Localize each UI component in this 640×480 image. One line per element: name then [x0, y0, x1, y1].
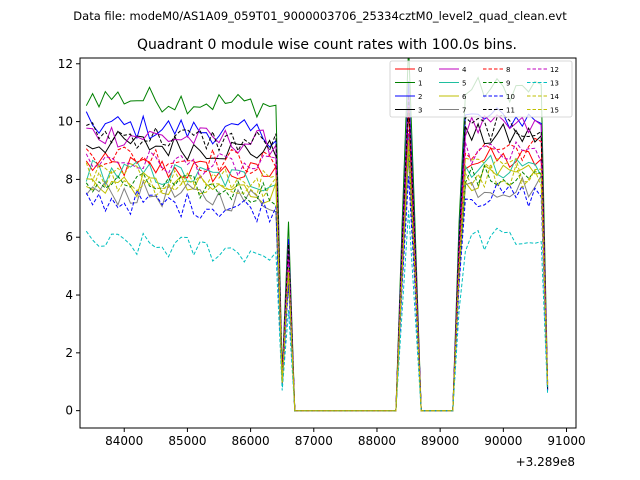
legend-label-13: 13: [550, 80, 559, 88]
x-tick-label: 91000: [547, 434, 585, 448]
legend-label-15: 15: [550, 107, 559, 115]
legend-label-8: 8: [506, 66, 510, 74]
x-tick-label: 87000: [295, 434, 333, 448]
series-line-12: [85, 129, 549, 412]
legend-label-11: 11: [506, 107, 515, 115]
x-tick-label: 89000: [421, 434, 459, 448]
legend-label-2: 2: [418, 93, 422, 101]
legend-label-3: 3: [418, 107, 422, 115]
y-tick-label: 8: [65, 172, 73, 186]
legend-label-12: 12: [550, 66, 559, 74]
y-axis: 0 2 4 6 8 10 12: [58, 57, 80, 418]
x-offset-label: +3.289e8: [516, 455, 575, 469]
series-line-14: [85, 139, 549, 412]
legend-box: [389, 60, 573, 118]
y-tick-label: 6: [65, 230, 73, 244]
legend-label-10: 10: [506, 93, 515, 101]
y-tick-label: 10: [58, 115, 73, 129]
y-tick-label: 0: [65, 404, 73, 418]
x-tick-label: 90000: [484, 434, 522, 448]
figure-suptitle: Data file: modeM0/AS1A09_059T01_90000037…: [73, 9, 567, 23]
y-tick-label: 12: [58, 57, 73, 71]
y-tick-label: 2: [65, 346, 73, 360]
legend-label-7: 7: [462, 107, 466, 115]
legend-label-4: 4: [462, 66, 467, 74]
plot-area: [85, 58, 549, 412]
legend-label-14: 14: [550, 93, 559, 101]
legend-label-1: 1: [418, 80, 422, 88]
chart-title: Quadrant 0 module wise count rates with …: [137, 37, 517, 53]
axes-frame: [79, 57, 577, 429]
series-line-15: [86, 144, 549, 412]
legend-label-5: 5: [462, 80, 466, 88]
y-tick-label: 4: [65, 288, 73, 302]
x-tick-label: 85000: [168, 434, 206, 448]
legend-label-0: 0: [418, 66, 422, 74]
x-axis: 84000 85000 86000 87000 88000 89000 90000 91000: [105, 428, 586, 448]
x-tick-label: 86000: [232, 434, 270, 448]
x-tick-label: 88000: [358, 434, 396, 448]
series-line-8: [85, 106, 549, 412]
x-tick-label: 84000: [105, 434, 143, 448]
legend-label-9: 9: [506, 80, 510, 88]
legend-label-6: 6: [462, 93, 467, 101]
